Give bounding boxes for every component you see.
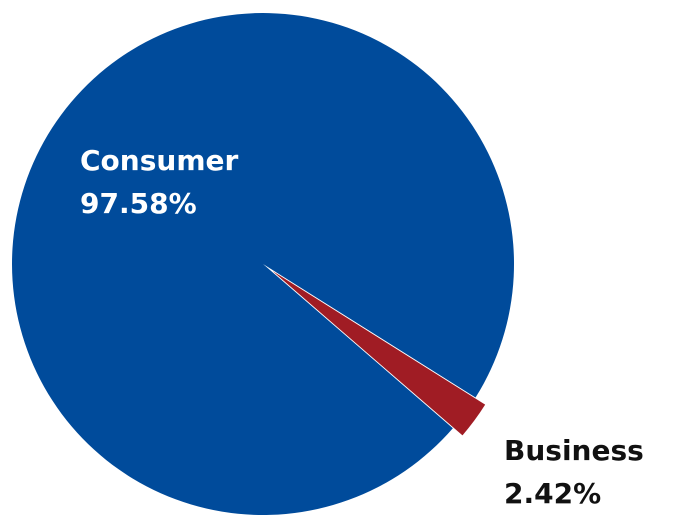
pie-labels: Consumer 97.58% Business 2.42% (80, 144, 644, 510)
pie-slice-consumer (12, 12, 515, 515)
slice-label-consumer-name: Consumer (80, 144, 238, 177)
slice-label-business-value: 2.42% (504, 477, 601, 510)
slice-label-business-name: Business (504, 434, 644, 467)
pie-slices (12, 12, 515, 515)
slice-label-consumer-value: 97.58% (80, 187, 197, 220)
pie-slice-business (272, 271, 486, 436)
